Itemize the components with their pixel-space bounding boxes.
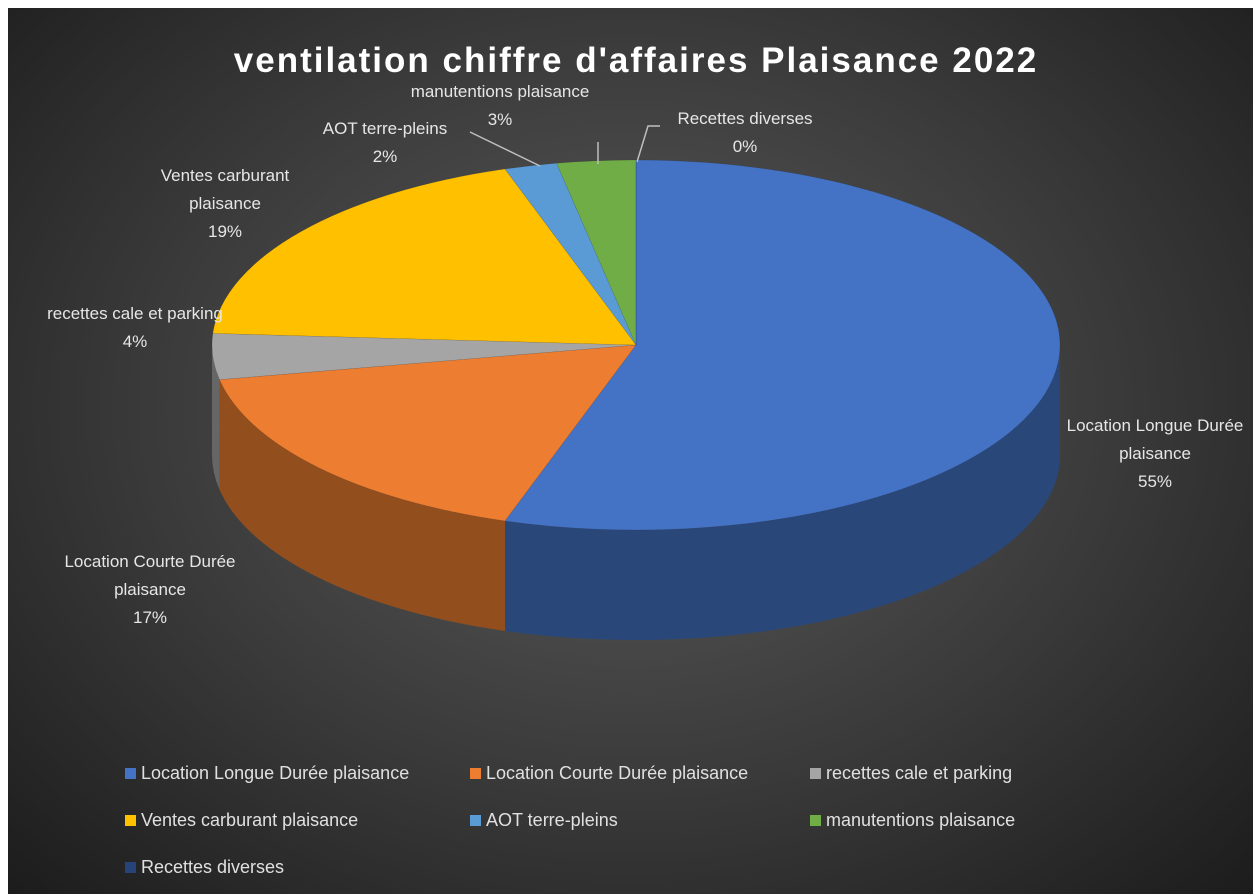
pie-walls	[212, 345, 1060, 640]
label-category: Recettes diverses	[677, 109, 813, 128]
data-label: Location Courte Durée plaisance 17%	[30, 548, 270, 632]
legend-label: Location Courte Durée plaisance	[486, 763, 749, 783]
label-value: 3%	[487, 110, 513, 129]
leader-line	[469, 131, 541, 167]
label-category: Ventes carburant plaisance	[160, 166, 290, 213]
pie-side	[219, 379, 505, 631]
label-category: recettes cale et parking	[47, 304, 223, 323]
legend-label: recettes cale et parking	[826, 763, 1013, 783]
legend-label: Location Longue Durée plaisance	[141, 763, 410, 783]
legend-swatch	[125, 768, 136, 779]
label-value: 17%	[132, 608, 168, 627]
chart: ventilation chiffre d'affaires Plaisance…	[8, 8, 1253, 894]
pie-slice	[556, 159, 637, 346]
data-label: Recettes diverses 0%	[645, 105, 845, 161]
legend-label: AOT terre-pleins	[486, 810, 618, 830]
label-value: 4%	[122, 332, 148, 351]
legend-label: manutentions plaisance	[826, 810, 1016, 830]
label-category: manutentions plaisance	[410, 82, 590, 101]
pie-slice	[212, 168, 637, 346]
label-value: 2%	[372, 147, 398, 166]
legend-item: AOT terre-pleins	[470, 810, 618, 831]
legend-item: Location Longue Durée plaisance	[125, 763, 409, 784]
legend-item: recettes cale et parking	[810, 763, 1012, 784]
pie-side	[212, 345, 220, 490]
legend-swatch	[125, 815, 136, 826]
legend-item: manutentions plaisance	[810, 810, 1015, 831]
legend-swatch	[810, 768, 821, 779]
legend-swatch	[470, 768, 481, 779]
legend-label: Recettes diverses	[141, 857, 285, 877]
legend-swatch	[470, 815, 481, 826]
pie-tops	[211, 159, 1061, 531]
legend-label: Ventes carburant plaisance	[141, 810, 359, 830]
leader-lines	[469, 125, 660, 167]
pie-slice	[219, 344, 637, 522]
label-value: 55%	[1137, 472, 1173, 491]
chart-title: ventilation chiffre d'affaires Plaisance…	[234, 41, 1038, 80]
leader-line	[636, 125, 660, 163]
data-label: Ventes carburant plaisance 19%	[140, 162, 310, 246]
data-label: AOT terre-pleins 2%	[300, 115, 470, 171]
data-label: Location Longue Durée plaisance 55%	[1050, 412, 1253, 496]
label-category: Location Longue Durée plaisance	[1066, 416, 1244, 463]
label-category: AOT terre-pleins	[322, 119, 448, 138]
pie-canvas: ventilation chiffre d'affaires Plaisance…	[211, 41, 1061, 640]
pie-slice	[504, 159, 1061, 531]
legend-item: Location Courte Durée plaisance	[470, 763, 748, 784]
legend-swatch	[125, 862, 136, 873]
pie-slice	[504, 163, 637, 346]
data-label: manutentions plaisance 3%	[380, 78, 620, 134]
data-label: recettes cale et parking 4%	[8, 300, 270, 356]
pie-side	[504, 345, 1060, 640]
legend-swatch	[810, 815, 821, 826]
legend-item: Ventes carburant plaisance	[125, 810, 358, 831]
pie-slice	[211, 333, 637, 380]
label-value: 19%	[207, 222, 243, 241]
label-category: Location Courte Durée plaisance	[64, 552, 236, 599]
label-value: 0%	[732, 137, 758, 156]
legend-item: Recettes diverses	[125, 857, 284, 878]
